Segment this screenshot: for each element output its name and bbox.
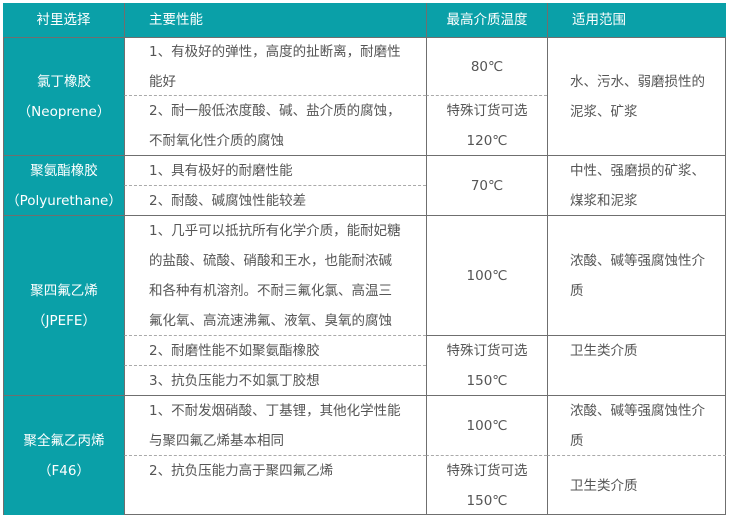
- text-line: 2、耐酸、碱腐蚀性能较差: [149, 192, 307, 209]
- text-line: 1、几乎可以抵抗所有化学介质，能耐妃糖: [149, 222, 401, 239]
- temp-cell: 特殊订货可选 150℃: [426, 455, 547, 515]
- header-max-temp: 最高介质温度: [426, 3, 547, 37]
- text-line: 的盐酸、硫酸、硝酸和王水，也能耐浓碱: [149, 252, 392, 269]
- text-line: 氟化氧、高流速沸氟、液氧、臭氧的腐蚀: [149, 312, 392, 329]
- property-cell: 1、有极好的弹性，高度的扯断离，耐磨性 能好: [124, 37, 426, 95]
- application-cell: 水、污水、弱磨损性的 泥浆、矿浆: [547, 37, 726, 155]
- lining-name: 聚四氟乙烯: [30, 282, 98, 299]
- application-cell: 卫生类介质: [547, 335, 726, 395]
- property-cell: 1、几乎可以抵抗所有化学介质，能耐妃糖 的盐酸、硫酸、硝酸和王水，也能耐浓碱 和各种…: [124, 215, 426, 335]
- text-line: 100℃: [466, 417, 508, 434]
- property-cell: 2、耐一般低浓度酸、碱、盐介质的腐蚀， 不耐氧化性介质的腐蚀: [124, 95, 426, 155]
- text-line: 150℃: [466, 372, 508, 389]
- temp-cell: 特殊订货可选 150℃: [426, 335, 547, 395]
- text-line: 质: [570, 282, 584, 299]
- temp-cell: 80℃: [426, 37, 547, 95]
- text-line: 2、抗负压能力高于聚四氟乙烯: [149, 463, 334, 479]
- text-line: 卫生类介质: [570, 477, 638, 494]
- property-cell: 3、抗负压能力不如氯丁胶想: [124, 365, 426, 395]
- text-line: 浓酸、碱等强腐蚀性介: [570, 402, 705, 419]
- lining-name: 聚全氟乙丙烯: [23, 432, 105, 449]
- header-application: 适用范围: [547, 3, 726, 37]
- text-line: 70℃: [470, 177, 504, 194]
- lining-name: 聚氨酯橡胶: [30, 162, 98, 179]
- application-cell: 卫生类介质: [547, 455, 726, 515]
- text-line: 能好: [149, 73, 176, 90]
- temp-cell: 特殊订货可选 120℃: [426, 95, 547, 155]
- lining-ptfe: 聚四氟乙烯 （JPEFE）: [3, 215, 124, 395]
- header-text: 最高介质温度: [446, 12, 528, 28]
- text-line: 1、有极好的弹性，高度的扯断离，耐磨性: [149, 43, 401, 60]
- header-properties: 主要性能: [124, 3, 426, 37]
- text-line: 2、耐磨性能不如聚氨酯橡胶: [149, 342, 320, 359]
- temp-cell: 100℃: [426, 215, 547, 335]
- property-cell: 2、耐酸、碱腐蚀性能较差: [124, 185, 426, 215]
- application-cell: 浓酸、碱等强腐蚀性介质: [547, 215, 726, 335]
- text-line: 水、污水、弱磨损性的: [570, 73, 705, 90]
- header-text: 主要性能: [149, 12, 203, 28]
- property-cell: 1、不耐发烟硝酸、丁基锂，其他化学性能 与聚四氟乙烯基本相同: [124, 395, 426, 455]
- text-line: 卫生类介质: [570, 343, 638, 359]
- text-line: 100℃: [466, 267, 508, 284]
- text-line: 浓酸、碱等强腐蚀性介: [570, 252, 705, 269]
- header-lining: 衬里选择: [3, 3, 124, 37]
- text-line: 特殊订货可选: [446, 462, 528, 479]
- text-line: 150℃: [466, 492, 508, 509]
- text-line: 中性、强磨损的矿浆、: [570, 162, 705, 179]
- text-line: 2、耐一般低浓度酸、碱、盐介质的腐蚀，: [149, 102, 401, 119]
- property-cell: 2、耐磨性能不如聚氨酯橡胶: [124, 335, 426, 365]
- lining-table: 衬里选择 主要性能 最高介质温度 适用范围 氯丁橡胶 （Neoprene） 聚氨酯…: [3, 3, 726, 515]
- text-line: 煤浆和泥浆: [570, 192, 638, 209]
- application-cell: 中性、强磨损的矿浆、 煤浆和泥浆: [547, 155, 726, 215]
- text-line: 特殊订货可选: [446, 102, 528, 119]
- application-cell: 浓酸、碱等强腐蚀性介质: [547, 395, 726, 455]
- property-cell: 2、抗负压能力高于聚四氟乙烯: [124, 455, 426, 515]
- text-line: 与聚四氟乙烯基本相同: [149, 432, 284, 449]
- lining-f46: 聚全氟乙丙烯 （F46）: [3, 395, 124, 515]
- text-line: 3、抗负压能力不如氯丁胶想: [149, 372, 320, 389]
- temp-cell: 70℃: [426, 155, 547, 215]
- text-line: 和各种有机溶剂。不耐三氟化氯、高温三: [149, 282, 392, 299]
- text-line: 质: [570, 432, 584, 449]
- text-line: 不耐氧化性介质的腐蚀: [149, 132, 284, 149]
- text-line: 1、具有极好的耐磨性能: [149, 162, 293, 179]
- text-line: 80℃: [470, 58, 504, 75]
- text-line: 1、不耐发烟硝酸、丁基锂，其他化学性能: [149, 402, 401, 419]
- lining-neoprene: 氯丁橡胶 （Neoprene）: [3, 37, 124, 155]
- lining-english: （JPEFE）: [32, 312, 96, 329]
- lining-english: （F46）: [38, 462, 90, 479]
- text-line: 泥浆、矿浆: [570, 103, 638, 120]
- text-line: 特殊订货可选: [446, 342, 528, 359]
- lining-english: （Neoprene）: [17, 103, 111, 120]
- temp-cell: 100℃: [426, 395, 547, 455]
- property-cell: 1、具有极好的耐磨性能: [124, 155, 426, 185]
- lining-english: （Polyurethane）: [6, 192, 122, 209]
- text-line: 120℃: [466, 132, 508, 149]
- header-text: 适用范围: [572, 12, 626, 28]
- lining-name: 氯丁橡胶: [37, 73, 91, 90]
- lining-polyurethane: 聚氨酯橡胶 （Polyurethane）: [3, 155, 124, 215]
- header-text: 衬里选择: [36, 12, 91, 28]
